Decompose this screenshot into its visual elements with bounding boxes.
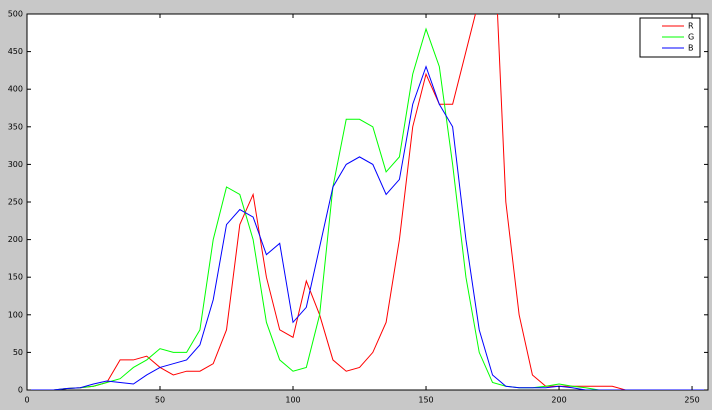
x-tick-label: 250: [684, 396, 699, 405]
y-tick-label: 0: [18, 386, 23, 395]
plot-area: [26, 13, 709, 391]
y-tick-label: 400: [8, 85, 23, 94]
series-line: [27, 65, 706, 390]
legend-label: B: [688, 44, 694, 53]
y-tick-label: 450: [8, 47, 23, 56]
y-tick-label: 500: [8, 10, 23, 19]
x-tick-label: 50: [155, 396, 165, 405]
y-tick-label: 150: [8, 273, 23, 282]
y-tick-label: 100: [8, 310, 23, 319]
series-line: [27, 14, 706, 390]
y-tick-label: 200: [8, 235, 23, 244]
x-tick-label: 150: [418, 396, 433, 405]
x-tick-label: 200: [551, 396, 566, 405]
y-tick-label: 350: [8, 122, 23, 131]
legend-label: R: [688, 22, 694, 31]
x-tick-label: 100: [285, 396, 300, 405]
y-tick-label: 50: [13, 348, 23, 357]
legend-label: G: [688, 33, 694, 42]
x-tick-label: 0: [24, 396, 29, 405]
y-tick-label: 300: [8, 160, 23, 169]
series-line: [27, 27, 706, 390]
y-tick-label: 250: [8, 198, 23, 207]
